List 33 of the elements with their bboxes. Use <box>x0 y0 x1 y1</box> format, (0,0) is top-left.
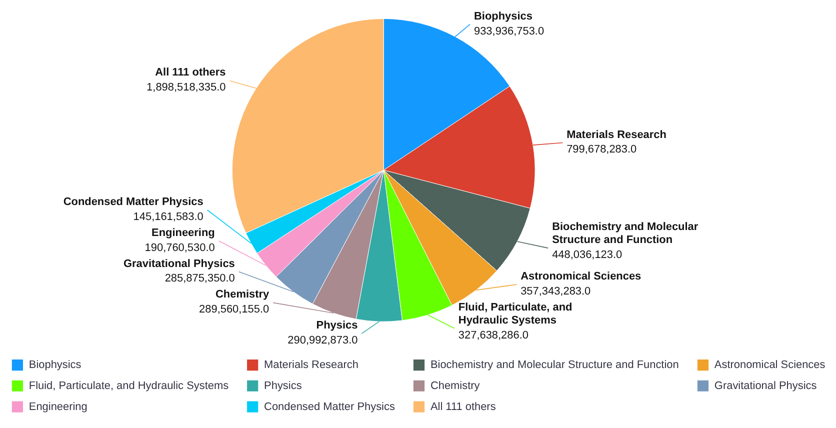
data-label: 448,036,123.0 <box>552 249 622 262</box>
slice-label: Astronomical Sciences <box>520 270 642 283</box>
data-label: 145,161,583.0 <box>133 210 204 223</box>
data-label: 1,898,518,335.0 <box>146 82 226 94</box>
data-label: 190,760,530.0 <box>144 242 215 254</box>
data-label: 289,560,155.0 <box>199 304 270 316</box>
data-label: 799,678,283.0 <box>566 144 637 156</box>
legend-label: Engineering <box>28 400 88 413</box>
slice-label: All 111 others <box>155 66 226 79</box>
legend-label: Fluid, Particulate, and Hydraulic Systems <box>28 380 230 392</box>
legend-label: Biochemistry and Molecular Structure and Function <box>430 359 679 372</box>
data-label: 357,343,283.0 <box>520 285 591 298</box>
slice-label: Physics <box>316 320 358 332</box>
slice-label: Biophysics <box>474 10 532 22</box>
data-label: 290,992,873.0 <box>288 334 358 347</box>
slice-label: Chemistry <box>216 288 270 301</box>
data-label: 327,638,286.0 <box>458 329 528 342</box>
slice-label: Fluid, Particulate, and Hydraulic Systems <box>458 301 572 326</box>
slice-label: Materials Research <box>566 128 667 141</box>
legend-label: Chemistry <box>430 380 480 392</box>
slice-label: Gravitational Physics <box>123 258 235 270</box>
legend-label: All 111 others <box>430 400 496 413</box>
legend-label: Condensed Matter Physics <box>264 400 396 413</box>
legend-label: Biophysics <box>28 359 82 372</box>
slice-label: Biochemistry and Molecular Structure and Function <box>552 221 699 246</box>
data-label: 285,875,350.0 <box>164 272 235 285</box>
legend-label: Astronomical Sciences <box>714 359 826 372</box>
legend-label: Gravitational Physics <box>714 380 818 392</box>
data-label: 933,936,753.0 <box>474 25 544 38</box>
slice-label: Engineering <box>152 226 215 239</box>
slice-label: Condensed Matter Physics <box>63 196 204 208</box>
legend-label: Materials Research <box>264 359 358 372</box>
legend-label: Physics <box>264 380 302 392</box>
